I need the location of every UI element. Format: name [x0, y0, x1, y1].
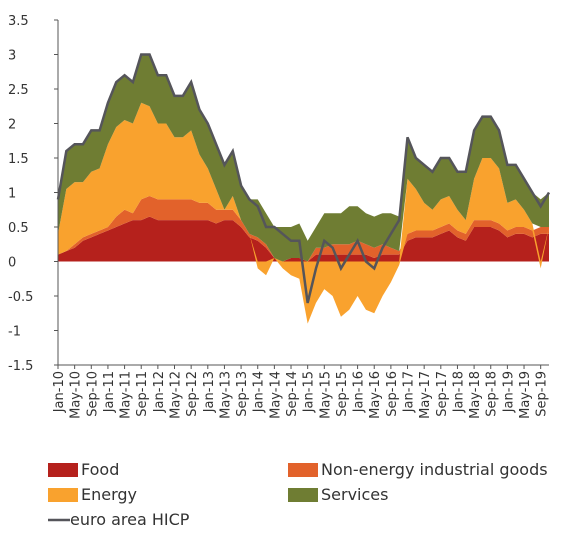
x-tick-label: Jan-12	[152, 371, 167, 413]
x-tick-label: Jan-19	[501, 371, 516, 413]
x-tick-label: Sep-18	[485, 371, 500, 417]
y-tick-label: 1	[8, 187, 16, 202]
x-tick-label: Jan-17	[402, 371, 417, 413]
x-tick-label: May-15	[318, 371, 333, 419]
x-tick-label: Sep-13	[235, 371, 250, 417]
x-tick-label: Sep-12	[185, 371, 200, 417]
y-tick-label: -1.5	[8, 359, 33, 374]
x-tick-label: Jan-13	[202, 371, 217, 413]
y-tick-label: 0.5	[8, 221, 29, 236]
y-tick-label: -0.5	[8, 290, 33, 305]
area	[58, 195, 549, 262]
x-tick-label: May-18	[468, 371, 483, 419]
x-tick-label: May-17	[418, 371, 433, 419]
y-tick-label: 1.5	[8, 152, 29, 167]
x-tick-label: May-11	[119, 371, 134, 419]
legend-label: Energy	[81, 485, 137, 504]
x-tick-label: Jan-14	[252, 371, 267, 413]
legend-label: euro area HICP	[70, 510, 190, 529]
x-tick-label: Sep-16	[385, 371, 400, 417]
x-tick-label: Sep-17	[435, 371, 450, 417]
x-tick-label: May-14	[268, 371, 283, 419]
y-tick-label: 2	[8, 118, 16, 133]
x-tick-label: Jan-10	[52, 371, 67, 413]
area	[58, 216, 549, 262]
x-tick-label: May-12	[169, 371, 184, 419]
x-tick-label: Sep-19	[535, 371, 550, 417]
legend-swatch	[288, 488, 318, 502]
legend-label: Food	[81, 460, 119, 479]
line	[56, 53, 551, 304]
x-tick-label: May-16	[368, 371, 383, 419]
y-tick-label: 0	[8, 256, 16, 271]
x-tick-label: Jan-18	[451, 371, 466, 413]
legend-label: Non-energy industrial goods	[321, 460, 548, 479]
y-tick-label: 2.5	[8, 83, 29, 98]
legend-label: Services	[321, 485, 388, 504]
area	[58, 102, 549, 324]
x-tick-label: Jan-16	[352, 371, 367, 413]
x-tick-label: May-13	[218, 371, 233, 419]
legend-swatch	[48, 488, 78, 502]
x-tick-label: May-19	[518, 371, 533, 419]
x-tick-label: Sep-14	[285, 371, 300, 417]
y-tick-label: 3.5	[8, 14, 29, 29]
y-tick-label: 3	[8, 49, 16, 64]
y-tick-label: -1	[8, 325, 21, 340]
legend-swatch	[48, 463, 78, 477]
x-tick-label: Sep-15	[335, 371, 350, 417]
x-tick-label: May-10	[69, 371, 84, 419]
x-tick-label: Sep-11	[135, 371, 150, 417]
x-tick-label: Sep-10	[85, 371, 100, 417]
x-tick-label: Jan-11	[102, 371, 117, 413]
legend-swatch	[288, 463, 318, 477]
x-tick-label: Jan-15	[302, 371, 317, 413]
area	[58, 54, 549, 262]
